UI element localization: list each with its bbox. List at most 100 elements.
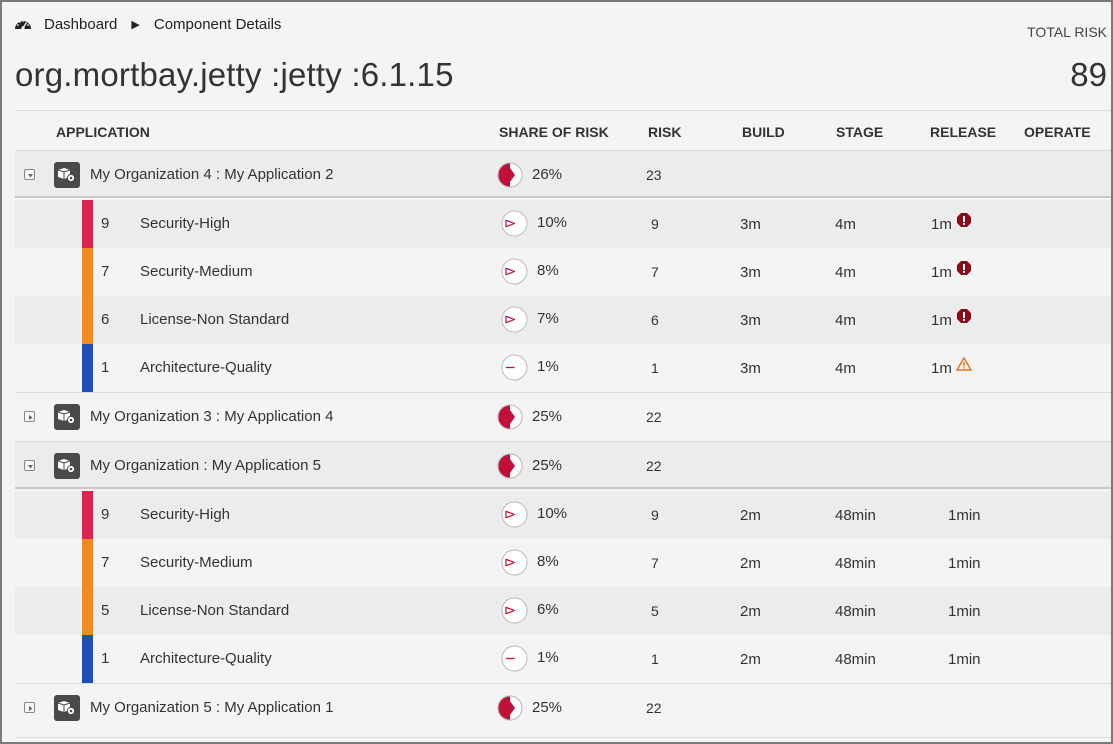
risk-value: 1: [651, 651, 659, 667]
application-name[interactable]: My Organization : My Application 5: [90, 457, 321, 474]
share-pie-chart: [501, 501, 528, 528]
application-cube-icon: [58, 168, 76, 183]
threat-level-stripe: [82, 491, 93, 539]
collapse-toggle[interactable]: [24, 169, 35, 180]
policy-category[interactable]: Architecture-Quality: [140, 359, 272, 376]
risk-value: 22: [646, 700, 662, 716]
build-age: 2m: [740, 603, 761, 620]
share-of-risk-value: 6%: [537, 601, 559, 618]
column-header-build[interactable]: BUILD: [742, 124, 785, 140]
expand-toggle[interactable]: [24, 702, 35, 713]
risk-value: 23: [646, 167, 662, 183]
chevron-down-icon: [28, 174, 33, 178]
violation-count: 1: [101, 650, 110, 667]
breadcrumb-dashboard-link[interactable]: Dashboard: [44, 15, 118, 33]
threat-level-stripe: [82, 344, 93, 392]
application-row[interactable]: My Organization 3 : My Application 4 25%…: [15, 392, 1111, 440]
policy-violation-row[interactable]: 9 Security-High 10% 9 2m 48min 1min: [15, 491, 1111, 539]
column-header-stage[interactable]: STAGE: [836, 124, 884, 140]
share-pie-chart: [501, 258, 528, 285]
build-age: 2m: [740, 507, 761, 524]
column-header-operate[interactable]: OPERATE: [1024, 124, 1091, 140]
application-row[interactable]: My Organization 4 : My Application 2 26%…: [15, 150, 1111, 198]
share-of-risk-value: 1%: [537, 649, 559, 666]
policy-category[interactable]: Security-Medium: [140, 263, 253, 280]
chevron-down-icon: [28, 465, 33, 469]
share-of-risk-value: 1%: [537, 358, 559, 375]
application-name[interactable]: My Organization 4 : My Application 2: [90, 166, 334, 183]
application-icon: [54, 453, 80, 479]
share-of-risk-value: 26%: [532, 166, 563, 183]
threat-level-stripe: [82, 200, 93, 248]
build-age: 3m: [740, 360, 761, 377]
share-pie-chart: [501, 549, 528, 576]
risk-value: 7: [651, 555, 659, 571]
column-header-release[interactable]: RELEASE: [930, 124, 997, 140]
application-row[interactable]: My Organization 5 : My Application 1 25%…: [15, 683, 1111, 731]
policy-violation-row[interactable]: 7 Security-Medium 8% 7 2m 48min 1min: [15, 539, 1111, 587]
policy-violation-row[interactable]: 5 License-Non Standard 6% 5 2m 48min 1mi…: [15, 587, 1111, 635]
chevron-right-icon: [29, 706, 33, 711]
share-of-risk-value: 10%: [537, 214, 568, 231]
breadcrumb: Dashboard ▶ Component Details: [14, 14, 281, 34]
risk-value: 9: [651, 216, 659, 232]
policy-violation-row[interactable]: 7 Security-Medium 8% 7 3m 4m 1m: [15, 248, 1111, 296]
release-age: 1m: [931, 312, 952, 329]
share-pie-chart: [497, 453, 523, 479]
application-icon: [54, 404, 80, 430]
application-name[interactable]: My Organization 5 : My Application 1: [90, 699, 334, 716]
divider: [15, 110, 1111, 111]
share-of-risk-value: 8%: [537, 553, 559, 570]
share-of-risk-value: 8%: [537, 262, 559, 279]
build-age: 3m: [740, 216, 761, 233]
critical-violation-icon: [957, 309, 971, 323]
release-age: 1m: [931, 360, 952, 377]
stage-age: 48min: [835, 555, 876, 572]
violation-count: 7: [101, 263, 110, 280]
policy-category[interactable]: Security-High: [140, 215, 231, 232]
share-pie-chart: [497, 404, 523, 430]
threat-level-stripe: [82, 296, 93, 344]
share-of-risk-value: 10%: [537, 505, 568, 522]
policy-category[interactable]: License-Non Standard: [140, 602, 290, 619]
policy-violation-row[interactable]: 1 Architecture-Quality 1% 1 3m 4m 1m: [15, 344, 1111, 392]
policy-category[interactable]: Architecture-Quality: [140, 650, 272, 667]
expand-toggle[interactable]: [24, 411, 35, 422]
table-header: APPLICATION SHARE OF RISK RISK BUILD STA…: [15, 112, 1111, 150]
policy-violation-row[interactable]: 9 Security-High 10% 9 3m 4m 1m: [15, 200, 1111, 248]
column-header-risk[interactable]: RISK: [648, 124, 682, 140]
policy-violation-row[interactable]: 6 License-Non Standard 7% 6 3m 4m 1m: [15, 296, 1111, 344]
build-age: 2m: [740, 555, 761, 572]
share-pie-chart: [497, 162, 523, 188]
share-of-risk-value: 25%: [532, 408, 563, 425]
column-header-share-of-risk[interactable]: SHARE OF RISK: [499, 124, 609, 140]
column-header-application[interactable]: APPLICATION: [56, 124, 150, 140]
collapse-toggle[interactable]: [24, 460, 35, 471]
share-of-risk-value: 25%: [532, 457, 563, 474]
application-name[interactable]: My Organization 3 : My Application 4: [90, 408, 334, 425]
policy-category[interactable]: Security-Medium: [140, 554, 253, 571]
application-cube-icon: [58, 410, 76, 425]
threat-level-stripe: [82, 248, 93, 296]
dashboard-gauge-icon[interactable]: [14, 17, 32, 31]
policy-violation-row[interactable]: 1 Architecture-Quality 1% 1 2m 48min 1mi…: [15, 635, 1111, 683]
policy-category[interactable]: License-Non Standard: [140, 311, 290, 328]
policy-category[interactable]: Security-High: [140, 506, 231, 523]
share-pie-chart: [501, 645, 528, 672]
critical-violation-icon: [957, 261, 971, 275]
stage-age: 48min: [835, 507, 876, 524]
build-age: 3m: [740, 312, 761, 329]
total-risk-value: 89: [1070, 56, 1107, 93]
risk-value: 22: [646, 458, 662, 474]
warning-icon: [956, 357, 972, 371]
breadcrumb-separator-icon: ▶: [131, 18, 140, 31]
build-age: 2m: [740, 651, 761, 668]
application-row[interactable]: My Organization : My Application 5 25% 2…: [15, 441, 1111, 489]
page-title: org.mortbay.jetty :jetty :6.1.15: [15, 56, 454, 93]
violation-count: 6: [101, 311, 110, 328]
application-cube-icon: [58, 701, 76, 716]
violation-count: 9: [101, 215, 110, 232]
critical-violation-icon: [957, 213, 971, 227]
risk-value: 22: [646, 409, 662, 425]
